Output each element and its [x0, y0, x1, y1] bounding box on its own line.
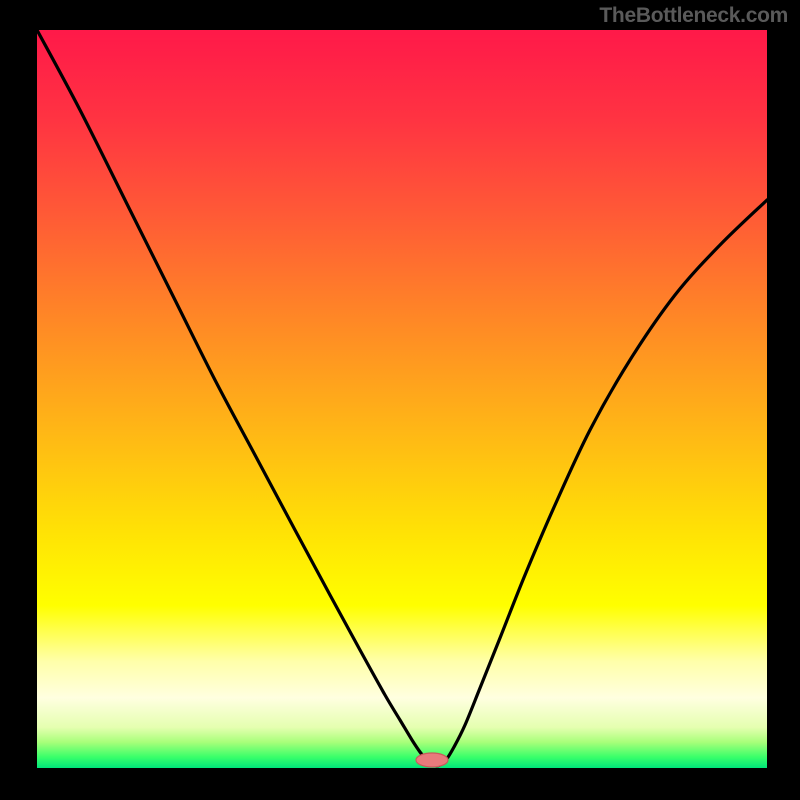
bottleneck-chart: [0, 0, 800, 800]
chart-container: { "watermark": { "text": "TheBottleneck.…: [0, 0, 800, 800]
plot-gradient-background: [37, 30, 767, 768]
watermark-text: TheBottleneck.com: [599, 4, 788, 28]
bottleneck-marker: [416, 753, 448, 767]
